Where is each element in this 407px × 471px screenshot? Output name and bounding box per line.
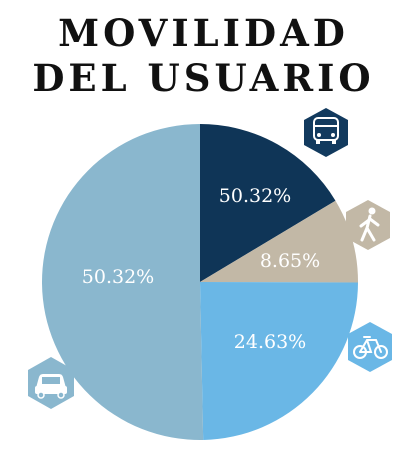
chart-title-line-2: DEL USUARIO xyxy=(32,56,375,100)
bicycle-icon xyxy=(348,322,392,372)
car-icon xyxy=(28,357,74,409)
pie-slice-2 xyxy=(200,282,358,440)
slice-label-1: 8.65% xyxy=(260,250,320,272)
pie-slice-3 xyxy=(42,124,204,440)
pie-slice-0 xyxy=(200,124,336,282)
slice-label-2: 24.63% xyxy=(234,331,306,353)
chart-title-line-1: MOVILIDAD xyxy=(58,11,349,55)
pie-slice-1 xyxy=(200,200,358,283)
bus-icon xyxy=(304,108,348,157)
slice-label-0: 50.32% xyxy=(219,185,291,207)
walking-person-icon xyxy=(346,200,390,250)
slice-label-3: 50.32% xyxy=(82,266,154,288)
